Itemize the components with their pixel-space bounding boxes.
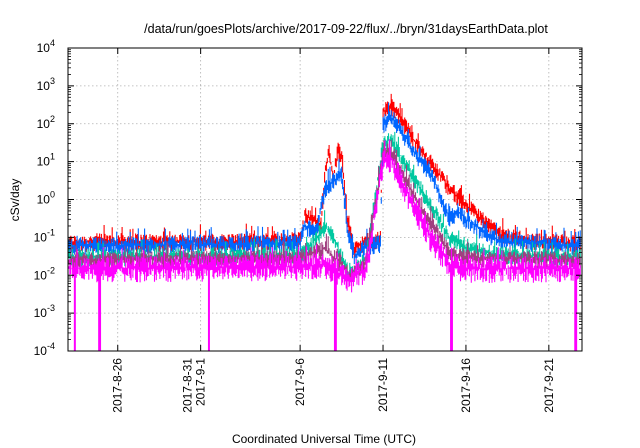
y-tick-base: 10 [34,268,48,282]
y-tick-exponent: -1 [47,227,55,237]
y-tick-base: 10 [34,344,48,358]
x-tick-label: 2017-8-31 [181,358,195,413]
x-tick-label: 2017-9-21 [542,358,556,413]
series-line [68,139,581,351]
y-tick-base: 10 [34,306,48,320]
y-axis-label: cSv/day [8,179,22,222]
x-tick-label: 2017-8-26 [111,358,125,413]
y-tick-label: 10-1 [34,227,55,244]
y-tick-base: 10 [37,117,51,131]
chart-title: /data/run/goesPlots/archive/2017-09-22/f… [144,22,548,36]
x-tick-label: 2017-9-6 [293,358,307,406]
y-tick-exponent: 4 [50,38,55,48]
y-tick-label: 102 [37,114,55,131]
grid [68,48,582,351]
y-tick-label: 10-3 [34,303,55,320]
y-tick-label: 104 [37,38,55,55]
y-tick-label: 10-4 [34,341,55,358]
y-tick-exponent: -2 [47,265,55,275]
y-tick-base: 10 [37,193,51,207]
y-tick-base: 10 [34,230,48,244]
y-tick-base: 10 [37,155,51,169]
y-tick-label: 103 [37,76,55,93]
y-tick-label: 100 [37,190,55,207]
y-tick-base: 10 [37,41,51,55]
y-tick-base: 10 [37,79,51,93]
x-tick-label: 2017-9-1 [194,358,208,406]
x-axis: 2017-8-26 2017-8-31 2017-9-1 2017-9-6 2017-9… [111,48,556,413]
y-tick-exponent: -4 [47,341,55,351]
x-tick-label: 2017-9-11 [376,358,390,412]
y-tick-exponent: 1 [50,152,55,162]
y-tick-label: 101 [37,152,55,169]
y-tick-exponent: 0 [50,190,55,200]
x-axis-label: Coordinated Universal Time (UTC) [232,432,416,446]
series-layer [68,93,581,351]
x-tick-label: 2017-9-16 [459,358,473,413]
series-line [68,102,581,265]
y-tick-label: 10-2 [34,265,55,282]
y-tick-exponent: 2 [50,114,55,124]
y-tick-exponent: 3 [50,76,55,86]
y-tick-exponent: -3 [47,303,55,313]
